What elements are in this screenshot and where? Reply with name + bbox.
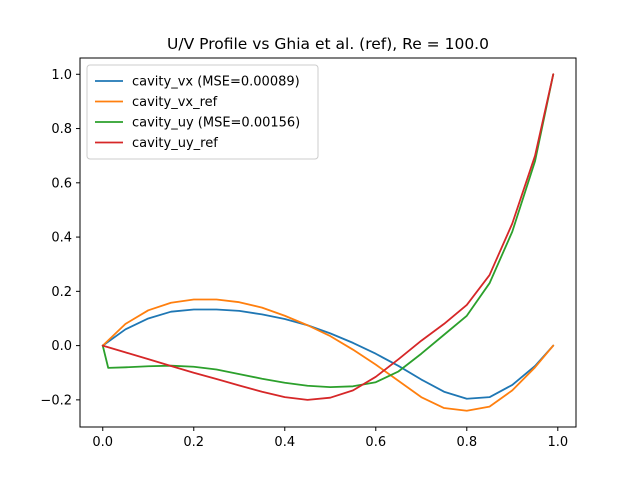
y-tick-label: 0.6 xyxy=(51,176,72,191)
chart-title: U/V Profile vs Ghia et al. (ref), Re = 1… xyxy=(167,35,489,53)
legend-label: cavity_vx_ref xyxy=(132,95,218,110)
axes-frame xyxy=(79,57,577,428)
series-line-1 xyxy=(101,298,555,412)
legend-box xyxy=(86,64,319,160)
legend-label: cavity_vx (MSE=0.00089) xyxy=(132,75,300,90)
y-tick-label: 0.0 xyxy=(51,339,72,354)
y-tick-label: 0.2 xyxy=(51,285,72,300)
y-tick-label: 0.4 xyxy=(51,231,72,246)
x-tick-label: 0.2 xyxy=(183,435,204,450)
series-line-2 xyxy=(101,73,555,389)
x-tick-label: 0.0 xyxy=(92,435,113,450)
x-tick-label: 0.4 xyxy=(274,435,295,450)
legend-label: cavity_uy (MSE=0.00156) xyxy=(132,116,300,131)
y-axis: −0.2 0.0 0.2 0.4 0.6 0.8 1.0 xyxy=(40,68,80,408)
x-tick-label: 0.6 xyxy=(365,435,386,450)
legend-label: cavity_uy_ref xyxy=(132,136,218,151)
series-lines xyxy=(101,73,555,412)
x-tick-label: 0.8 xyxy=(456,435,477,450)
y-tick-label: 0.8 xyxy=(51,122,72,137)
legend: cavity_vx (MSE=0.00089) cavity_vx_refcavi… xyxy=(86,64,319,160)
y-tick-label: −0.2 xyxy=(40,393,72,408)
series-line-3 xyxy=(101,73,555,401)
x-tick-label: 1.0 xyxy=(547,435,568,450)
y-tick-label: 1.0 xyxy=(51,68,72,83)
series-line-0 xyxy=(101,308,555,400)
x-axis: 0.0 0.2 0.4 0.6 0.8 1.0 xyxy=(92,427,568,450)
